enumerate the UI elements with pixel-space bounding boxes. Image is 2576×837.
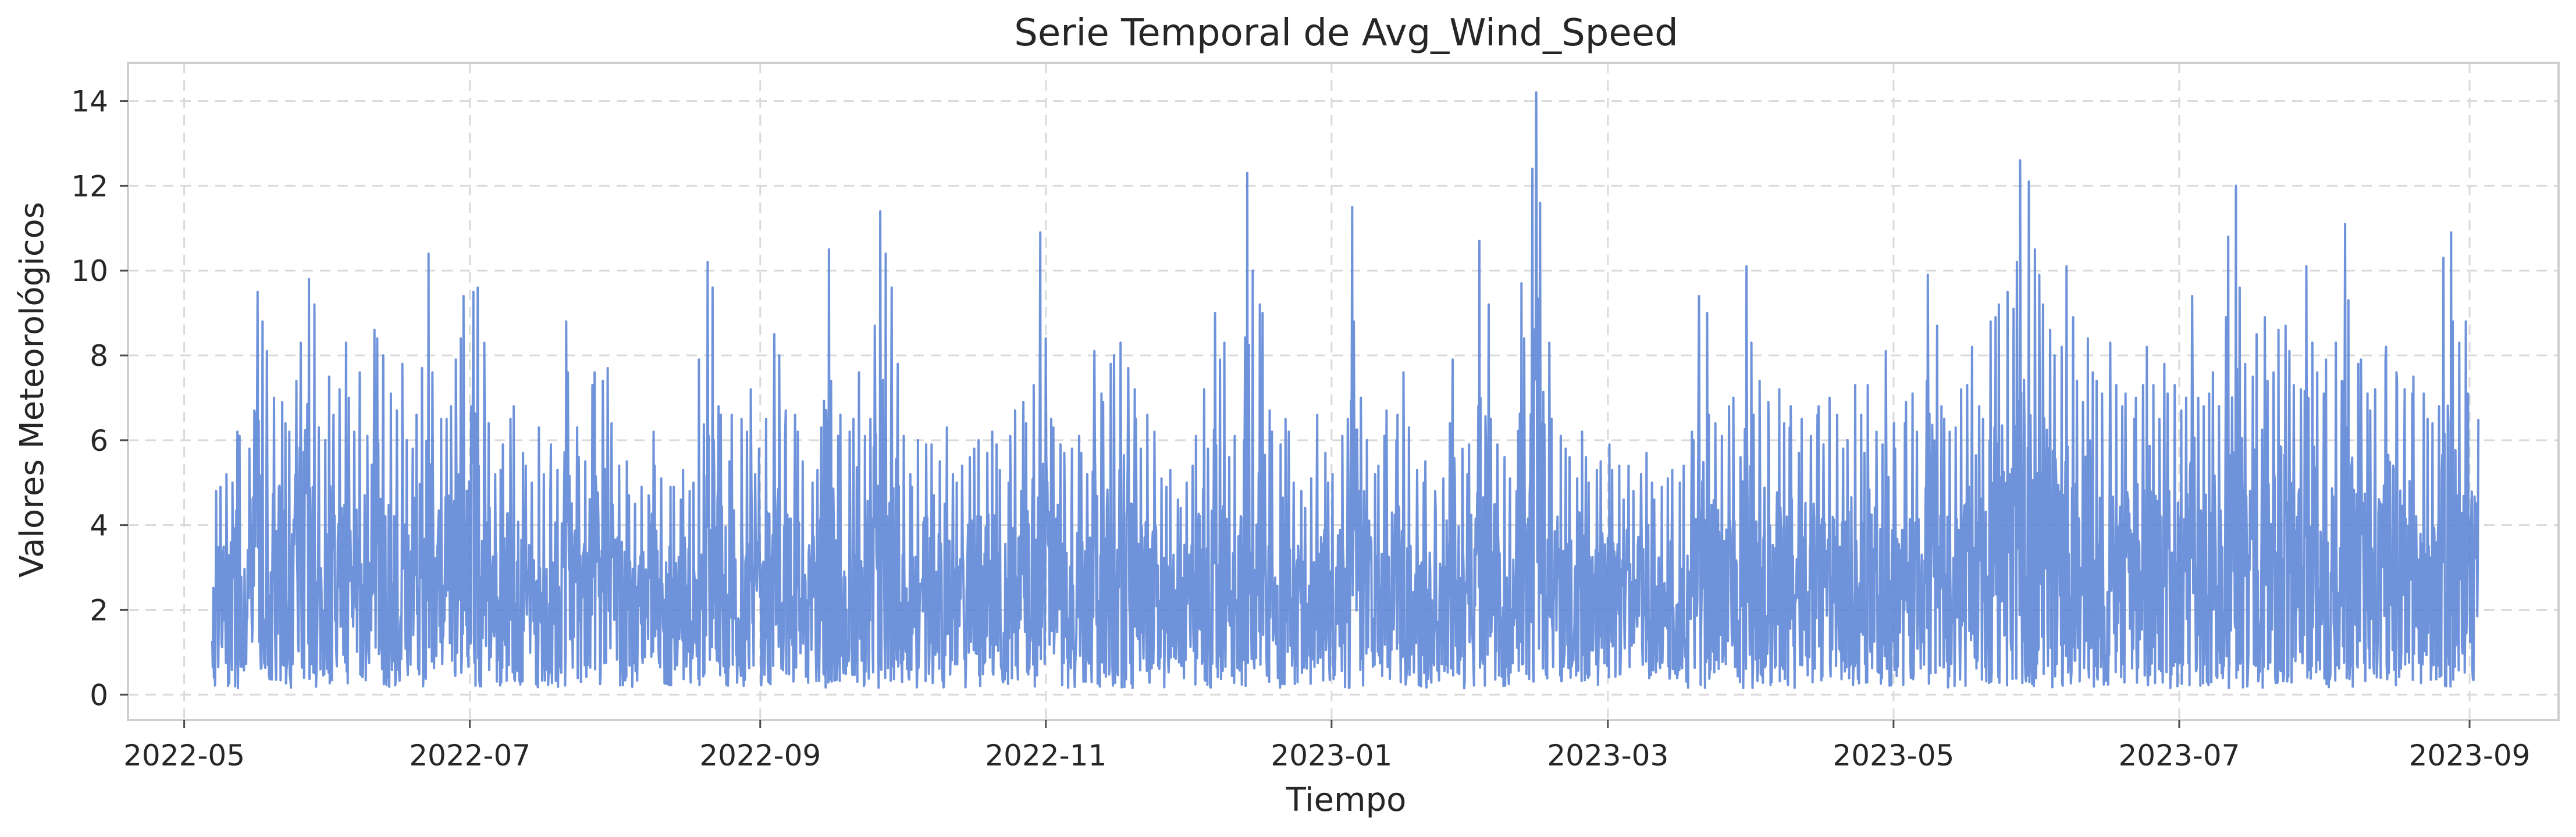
series-line <box>211 91 2480 690</box>
x-tick-label: 2023-07 <box>2118 739 2240 772</box>
series-layer <box>211 91 2480 690</box>
y-tick-label: 6 <box>90 424 108 458</box>
y-tick-label: 12 <box>71 169 108 203</box>
x-tick-label: 2022-09 <box>699 739 821 772</box>
y-tick-label: 8 <box>90 339 108 373</box>
x-tick-label: 2023-05 <box>1833 739 1954 772</box>
x-tick-label: 2023-09 <box>2409 739 2531 772</box>
x-tick-label: 2022-11 <box>985 739 1106 772</box>
x-tick-label: 2023-01 <box>1271 739 1392 772</box>
chart-title: Serie Temporal de Avg_Wind_Speed <box>1014 12 1678 55</box>
y-tick-label: 0 <box>90 678 108 712</box>
y-tick-label: 2 <box>90 593 108 627</box>
x-axis: 2022-05 2022-07 2022-09 2022-11 2023-01 2023-… <box>123 720 2531 772</box>
x-tick-label: 2022-05 <box>123 739 245 772</box>
x-tick-label: 2022-07 <box>409 739 531 772</box>
y-tick-label: 10 <box>71 254 108 288</box>
y-axis: 0 2 4 6 8 10 12 14 <box>71 85 128 712</box>
y-tick-label: 4 <box>90 509 108 543</box>
x-axis-label: Tiempo <box>1286 781 1407 819</box>
y-tick-label: 14 <box>71 85 108 119</box>
y-axis-label: Valores Meteorológicos <box>13 202 51 578</box>
plot-frame <box>127 62 2560 721</box>
x-tick-label: 2023-03 <box>1547 739 1668 772</box>
